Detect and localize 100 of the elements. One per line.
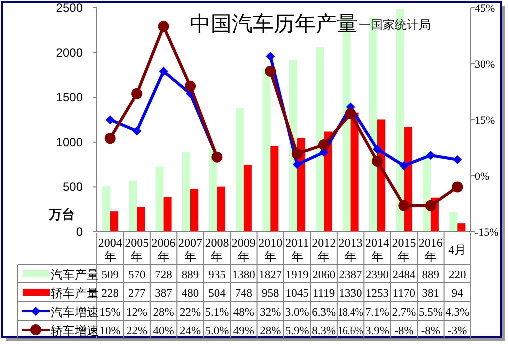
text: 48% xyxy=(233,307,254,319)
chart-title: 中国汽车历年产量 xyxy=(190,13,358,36)
bar xyxy=(450,212,458,232)
bar xyxy=(102,186,110,232)
data-label: 2390 xyxy=(366,270,390,282)
bar xyxy=(190,188,198,232)
x-tick-label: 2010年 xyxy=(258,236,283,264)
x-tick-label: 2009年 xyxy=(232,236,256,264)
legend-label: 汽车产量 xyxy=(51,268,99,282)
data-label: 8.3% xyxy=(312,326,336,338)
point xyxy=(104,133,116,144)
point xyxy=(159,66,168,76)
x-tick-label: 2014年 xyxy=(366,236,390,264)
point xyxy=(185,80,196,92)
legend-label: 轿车产量 xyxy=(51,286,99,300)
point xyxy=(425,200,436,212)
data-label: 387 xyxy=(155,288,173,300)
bar xyxy=(156,166,164,232)
x-tick-label: 2013年 xyxy=(338,236,363,264)
data-label: -3% xyxy=(448,326,468,338)
bar xyxy=(350,112,359,232)
point xyxy=(132,88,143,100)
y-tick-label: 2000 xyxy=(56,46,84,60)
y-tick-label: 0 xyxy=(76,225,84,239)
x-tick-label: 2008年 xyxy=(205,236,230,264)
point xyxy=(292,160,302,170)
data-label: 5.0% xyxy=(205,326,230,338)
y-tick-label: 2500 xyxy=(56,1,84,15)
bar xyxy=(209,148,218,232)
bar xyxy=(217,186,226,232)
data-label: 748 xyxy=(235,288,253,300)
bar xyxy=(137,207,146,232)
point xyxy=(373,144,382,154)
data-label: 1380 xyxy=(232,270,256,282)
data-label: 28% xyxy=(153,307,175,319)
data-label: 2484 xyxy=(392,270,416,282)
data-label: 509 xyxy=(102,270,120,282)
text: 49% xyxy=(233,326,254,338)
data-label: 5.5% xyxy=(418,307,444,319)
y2-tick-label: 15% xyxy=(475,115,496,127)
y-axis-title: 万台 xyxy=(48,207,75,222)
point xyxy=(398,200,410,212)
data-label: 5.1% xyxy=(205,307,230,319)
data-label: 3.9% xyxy=(366,326,390,338)
data-label: 12% xyxy=(126,307,148,319)
y2-tick-label: 0% xyxy=(475,171,490,183)
bar xyxy=(244,164,252,232)
x-tick-label: 2015年 xyxy=(392,236,416,264)
data-label: 6.3% xyxy=(312,307,336,319)
x-tick-label: 2012年 xyxy=(312,236,336,264)
data-label: 2.7% xyxy=(392,307,417,319)
data-label: 480 xyxy=(182,288,200,300)
data-label: 7.1% xyxy=(366,307,390,319)
x-tick-label: 2006年 xyxy=(152,236,176,264)
x-tick-label: 4月 xyxy=(448,243,467,257)
data-label: 228 xyxy=(102,288,120,300)
data-label: 1119 xyxy=(312,288,336,300)
data-label: 277 xyxy=(128,288,146,300)
data-label: 504 xyxy=(208,288,226,300)
y-tick-label: 1000 xyxy=(56,135,84,150)
bar xyxy=(129,180,138,232)
bar xyxy=(110,212,118,232)
text: 一国家统计局 xyxy=(359,18,431,32)
point xyxy=(158,21,170,32)
bar xyxy=(262,68,271,232)
data-label: 24% xyxy=(180,326,202,338)
data-label: 1827 xyxy=(259,270,282,282)
y-tick-label: 500 xyxy=(62,180,84,194)
x-tick-label: 2016年 xyxy=(418,236,443,264)
data-label: 4.3% xyxy=(446,307,470,319)
point xyxy=(453,155,462,164)
data-label: 728 xyxy=(155,270,173,282)
point xyxy=(265,66,276,77)
point xyxy=(266,52,276,62)
data-label: 15% xyxy=(100,307,122,319)
point xyxy=(318,140,330,151)
data-label: 935 xyxy=(208,270,226,282)
y2-tick-label: -15% xyxy=(475,227,499,239)
data-label: 220 xyxy=(449,270,467,282)
data-label: 22% xyxy=(126,326,148,338)
data-label: 889 xyxy=(422,270,440,282)
x-tick-label: 2004年 xyxy=(98,236,122,264)
data-label: 1170 xyxy=(392,288,416,300)
legend-label: 轿车增速 xyxy=(51,324,99,338)
data-label: 1045 xyxy=(286,288,310,300)
data-label: 381 xyxy=(422,288,440,300)
bar xyxy=(182,152,190,232)
y-tick-label: 1500 xyxy=(56,90,84,105)
point xyxy=(345,108,356,120)
data-label: 3.0% xyxy=(285,307,310,319)
x-tick-label: 2007年 xyxy=(178,236,202,264)
bar xyxy=(270,146,279,232)
y2-tick-label: 45% xyxy=(475,3,496,15)
legend-label: 汽车增速 xyxy=(51,306,99,320)
point xyxy=(400,161,409,170)
bar xyxy=(316,47,324,232)
data-label: -8% xyxy=(421,326,441,338)
y2-tick-label: 30% xyxy=(475,59,496,71)
data-label: 889 xyxy=(182,270,200,282)
x-tick-label: 2011年 xyxy=(286,236,310,264)
